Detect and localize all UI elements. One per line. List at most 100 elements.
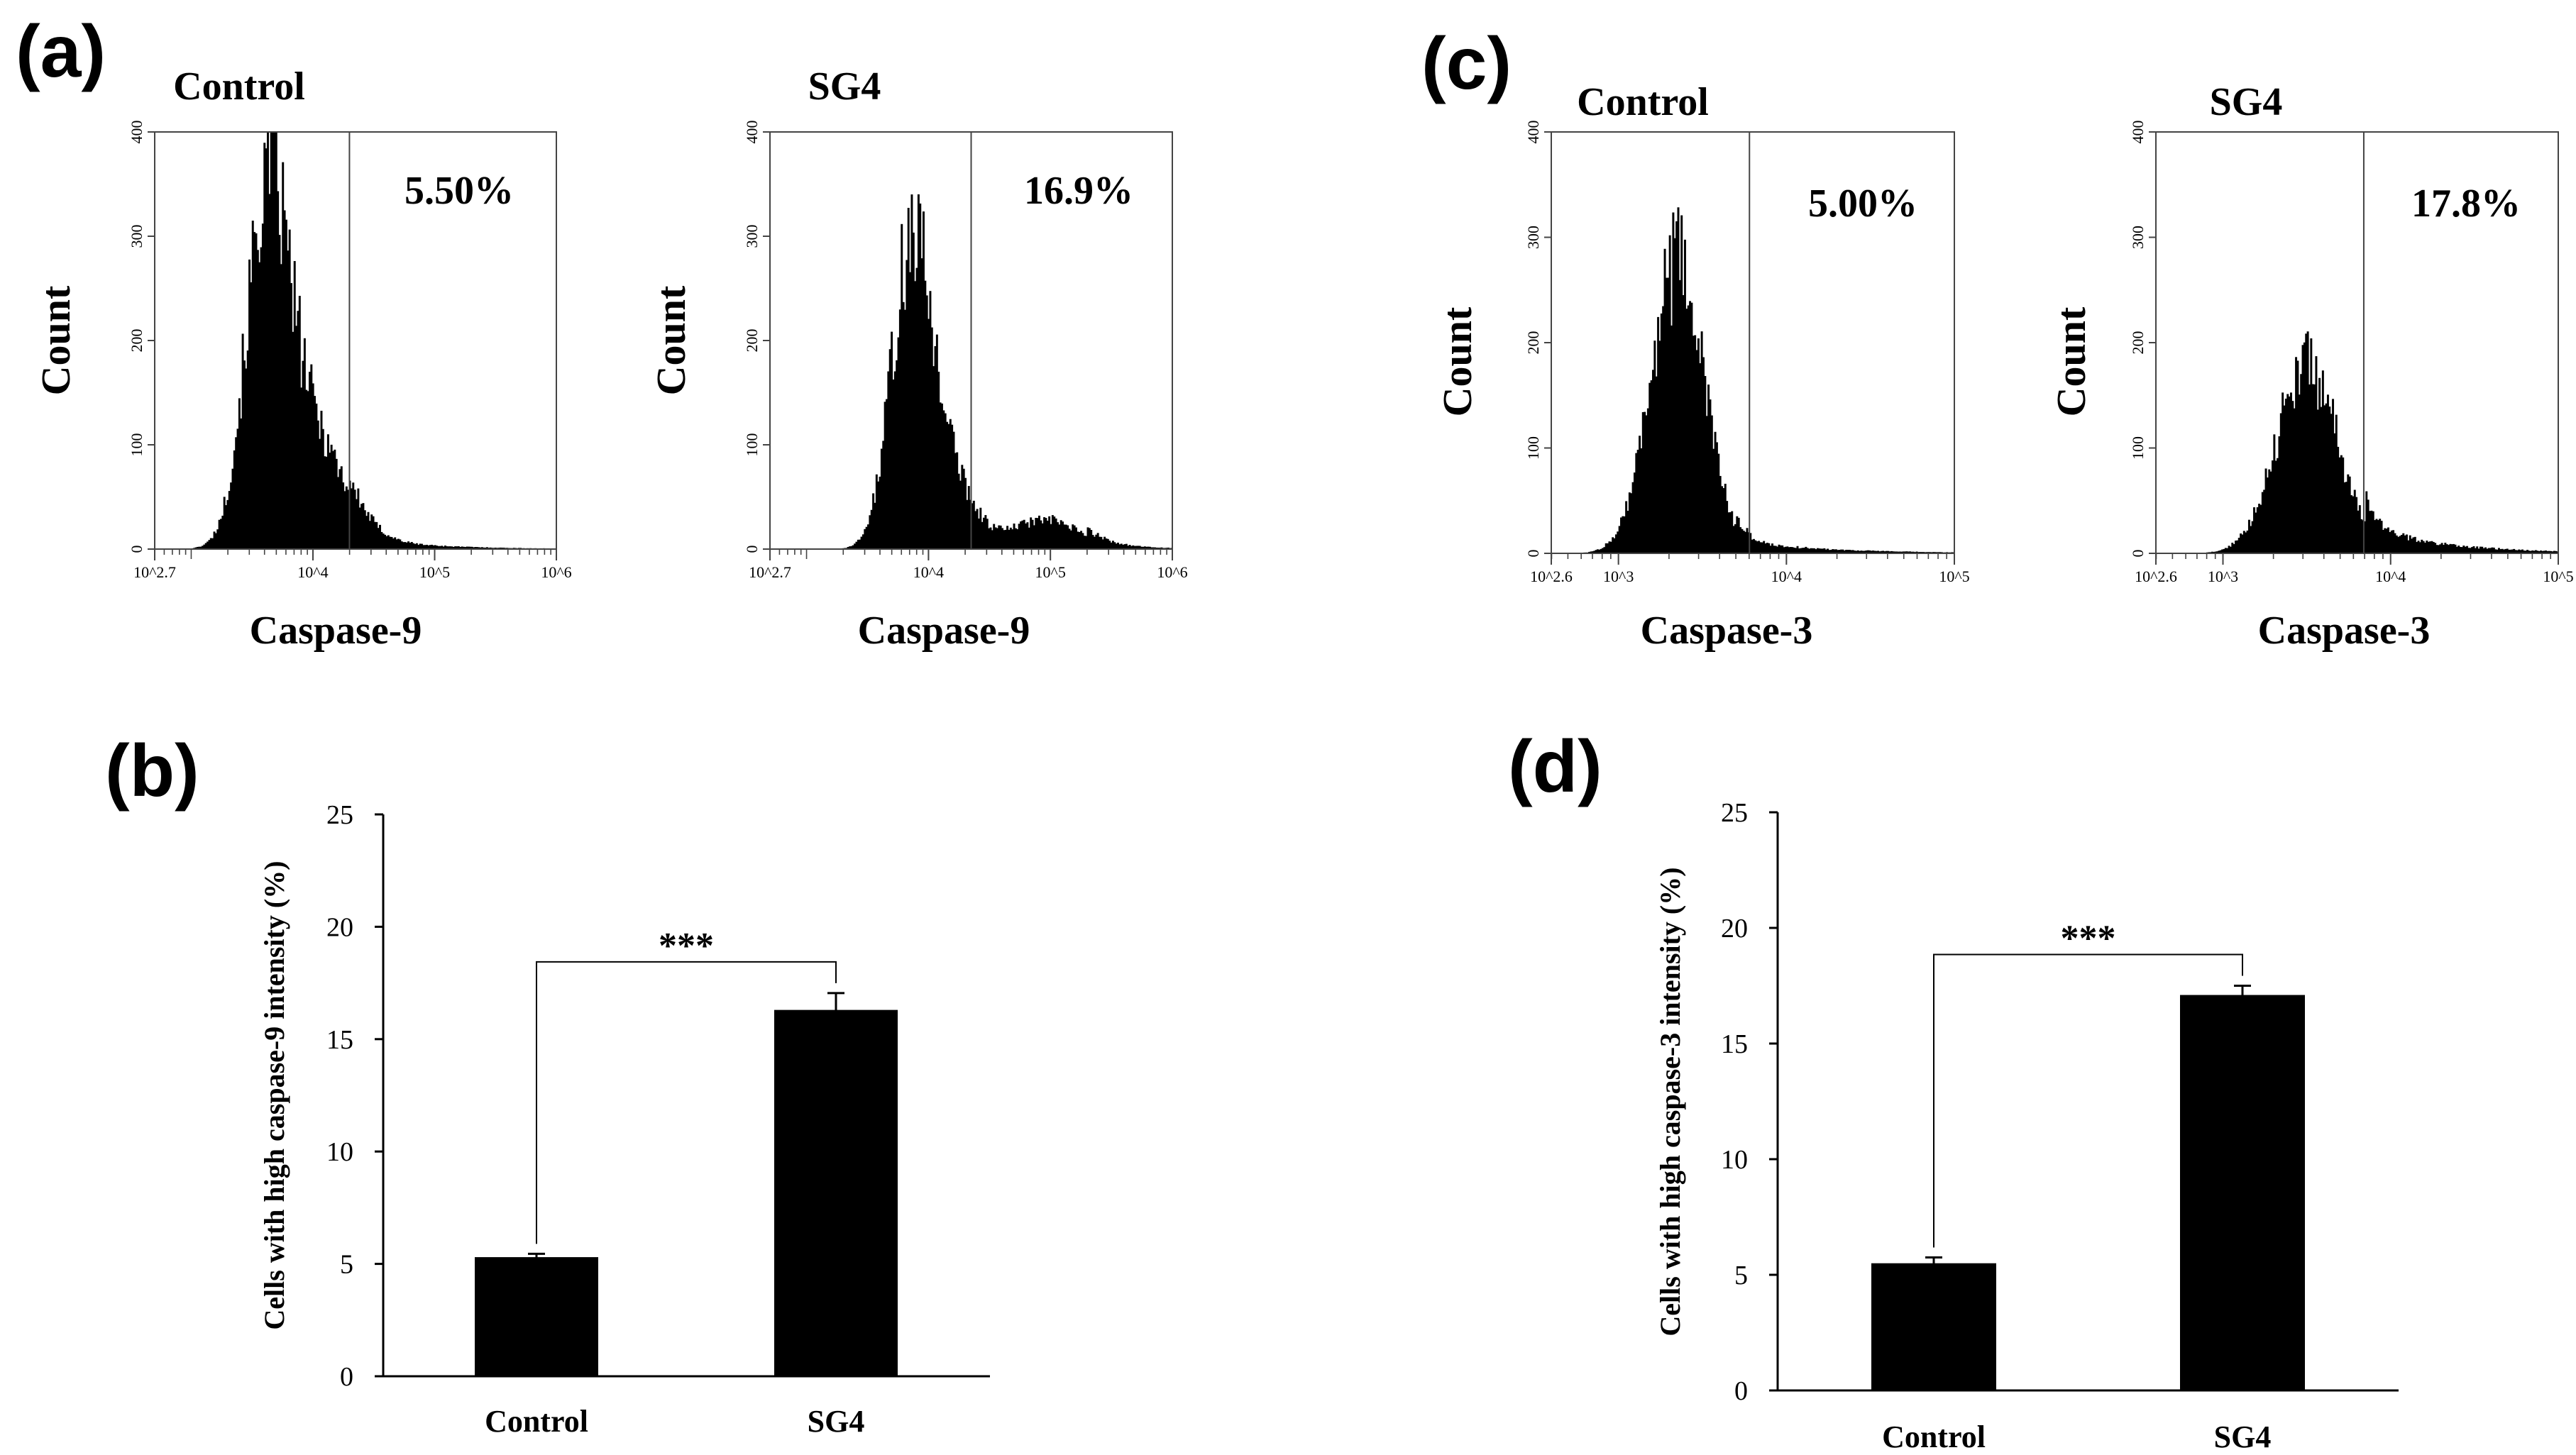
histogram-bin	[1073, 525, 1076, 549]
histogram-bin	[265, 148, 268, 549]
histogram-bin	[347, 489, 350, 549]
histogram-bin	[1147, 546, 1150, 549]
histogram-bin	[1083, 536, 1086, 549]
histogram-bin	[2228, 546, 2230, 553]
histogram-bin	[2288, 396, 2291, 553]
histogram-bin	[1714, 431, 1717, 553]
histogram-bin	[2545, 551, 2548, 553]
histogram-bin	[350, 488, 353, 549]
histogram-bin	[854, 543, 857, 549]
histogram-bin	[1055, 518, 1057, 549]
histogram-bin	[1861, 551, 1864, 553]
histogram-bin	[307, 391, 309, 549]
histogram-bin	[290, 283, 292, 549]
histogram-bin	[334, 449, 336, 549]
histogram-bin	[480, 547, 483, 549]
histogram-bin	[2343, 482, 2346, 553]
histogram-bin	[2453, 543, 2455, 553]
histogram-bin	[203, 544, 206, 549]
histogram-bin	[989, 527, 992, 549]
histogram-bin	[1769, 546, 1772, 553]
y-tick-label: 300	[1524, 226, 1542, 249]
histogram-bin	[2370, 510, 2373, 553]
histogram-bin	[2392, 530, 2395, 553]
histogram-bin	[1888, 551, 1891, 553]
histogram-bin	[2440, 543, 2443, 553]
histogram-bin	[373, 521, 376, 549]
histogram-bin	[2406, 534, 2408, 553]
histogram-bin	[1689, 301, 1692, 553]
histogram-bin	[1739, 527, 1742, 553]
histogram-bin	[1128, 545, 1131, 549]
histogram-bin	[1050, 524, 1052, 549]
histogram-bin	[2277, 458, 2279, 553]
histogram-bin	[444, 546, 446, 549]
histogram-bin	[2508, 549, 2511, 553]
significance-marker: ***	[2061, 919, 2116, 959]
histogram-bin	[1872, 551, 1874, 553]
histogram-bin	[2427, 541, 2430, 553]
histogram-bin	[469, 546, 472, 549]
histogram-bin	[420, 543, 423, 549]
histogram-bin	[1106, 538, 1109, 549]
histogram-bin	[427, 545, 430, 549]
histogram-bins	[1583, 207, 1955, 553]
histogram-bin	[1771, 543, 1773, 553]
histogram-bin	[1598, 549, 1601, 553]
histogram-bin	[194, 547, 197, 549]
histogram-bin	[385, 536, 388, 549]
histogram-bin	[2550, 551, 2553, 553]
histogram-bin	[1670, 325, 1673, 553]
histogram-bin	[1663, 248, 1666, 553]
histogram-bin	[372, 516, 375, 549]
panel-label-c: (c)	[1421, 23, 1512, 105]
histogram-bin	[2429, 541, 2432, 553]
y-axis-label: Count	[2048, 306, 2094, 416]
histogram-bin	[326, 434, 329, 549]
histogram-bin	[2390, 530, 2393, 553]
histogram-bin	[1118, 544, 1121, 549]
histogram-bin	[1909, 551, 1912, 553]
histogram-bin	[417, 544, 420, 549]
histogram-bin	[1025, 523, 1028, 549]
x-tick-label: 10^2.6	[2135, 568, 2177, 585]
y-tick-label: 100	[128, 433, 145, 457]
histogram-bin	[1612, 537, 1614, 553]
histogram-bin	[2460, 547, 2463, 553]
histogram-bin	[882, 441, 885, 549]
histogram-bin	[1816, 548, 1819, 553]
histogram-bin	[399, 539, 402, 549]
histogram-bin	[407, 541, 410, 549]
histogram-bin	[1741, 529, 1744, 553]
y-tick-label: 0	[128, 546, 145, 553]
histogram-bin	[1726, 501, 1729, 553]
histogram-bin	[1680, 215, 1683, 553]
histogram-bin	[2268, 469, 2271, 553]
histogram-bin	[412, 543, 415, 549]
histogram-bin	[288, 229, 291, 549]
histogram-bin	[2434, 543, 2437, 553]
histogram-bin	[2421, 539, 2423, 553]
histogram-bin	[947, 424, 950, 549]
histogram-bin	[1837, 550, 1839, 553]
histogram-bin	[1593, 551, 1596, 553]
histogram-bin	[273, 132, 276, 549]
histogram-title: SG4	[808, 65, 881, 109]
histogram-bin	[1673, 238, 1676, 553]
histogram-bin	[275, 132, 277, 549]
histogram-bin	[857, 539, 859, 549]
histogram-bin	[2533, 551, 2536, 553]
histogram-title: Control	[1577, 80, 1709, 124]
histogram-bin	[2272, 460, 2274, 553]
histogram-bin	[1840, 549, 1843, 553]
histogram-bin	[1845, 549, 1848, 553]
histogram-bin	[1644, 411, 1646, 553]
histogram-bin	[360, 504, 363, 549]
histogram-bin	[1609, 541, 1612, 553]
histogram-bin	[1834, 549, 1837, 553]
histogram-bin	[1695, 350, 1698, 553]
histogram-bin	[331, 450, 334, 549]
histogram-bin	[1101, 539, 1104, 549]
histogram-bin	[434, 545, 436, 549]
histogram-bin	[320, 411, 323, 549]
